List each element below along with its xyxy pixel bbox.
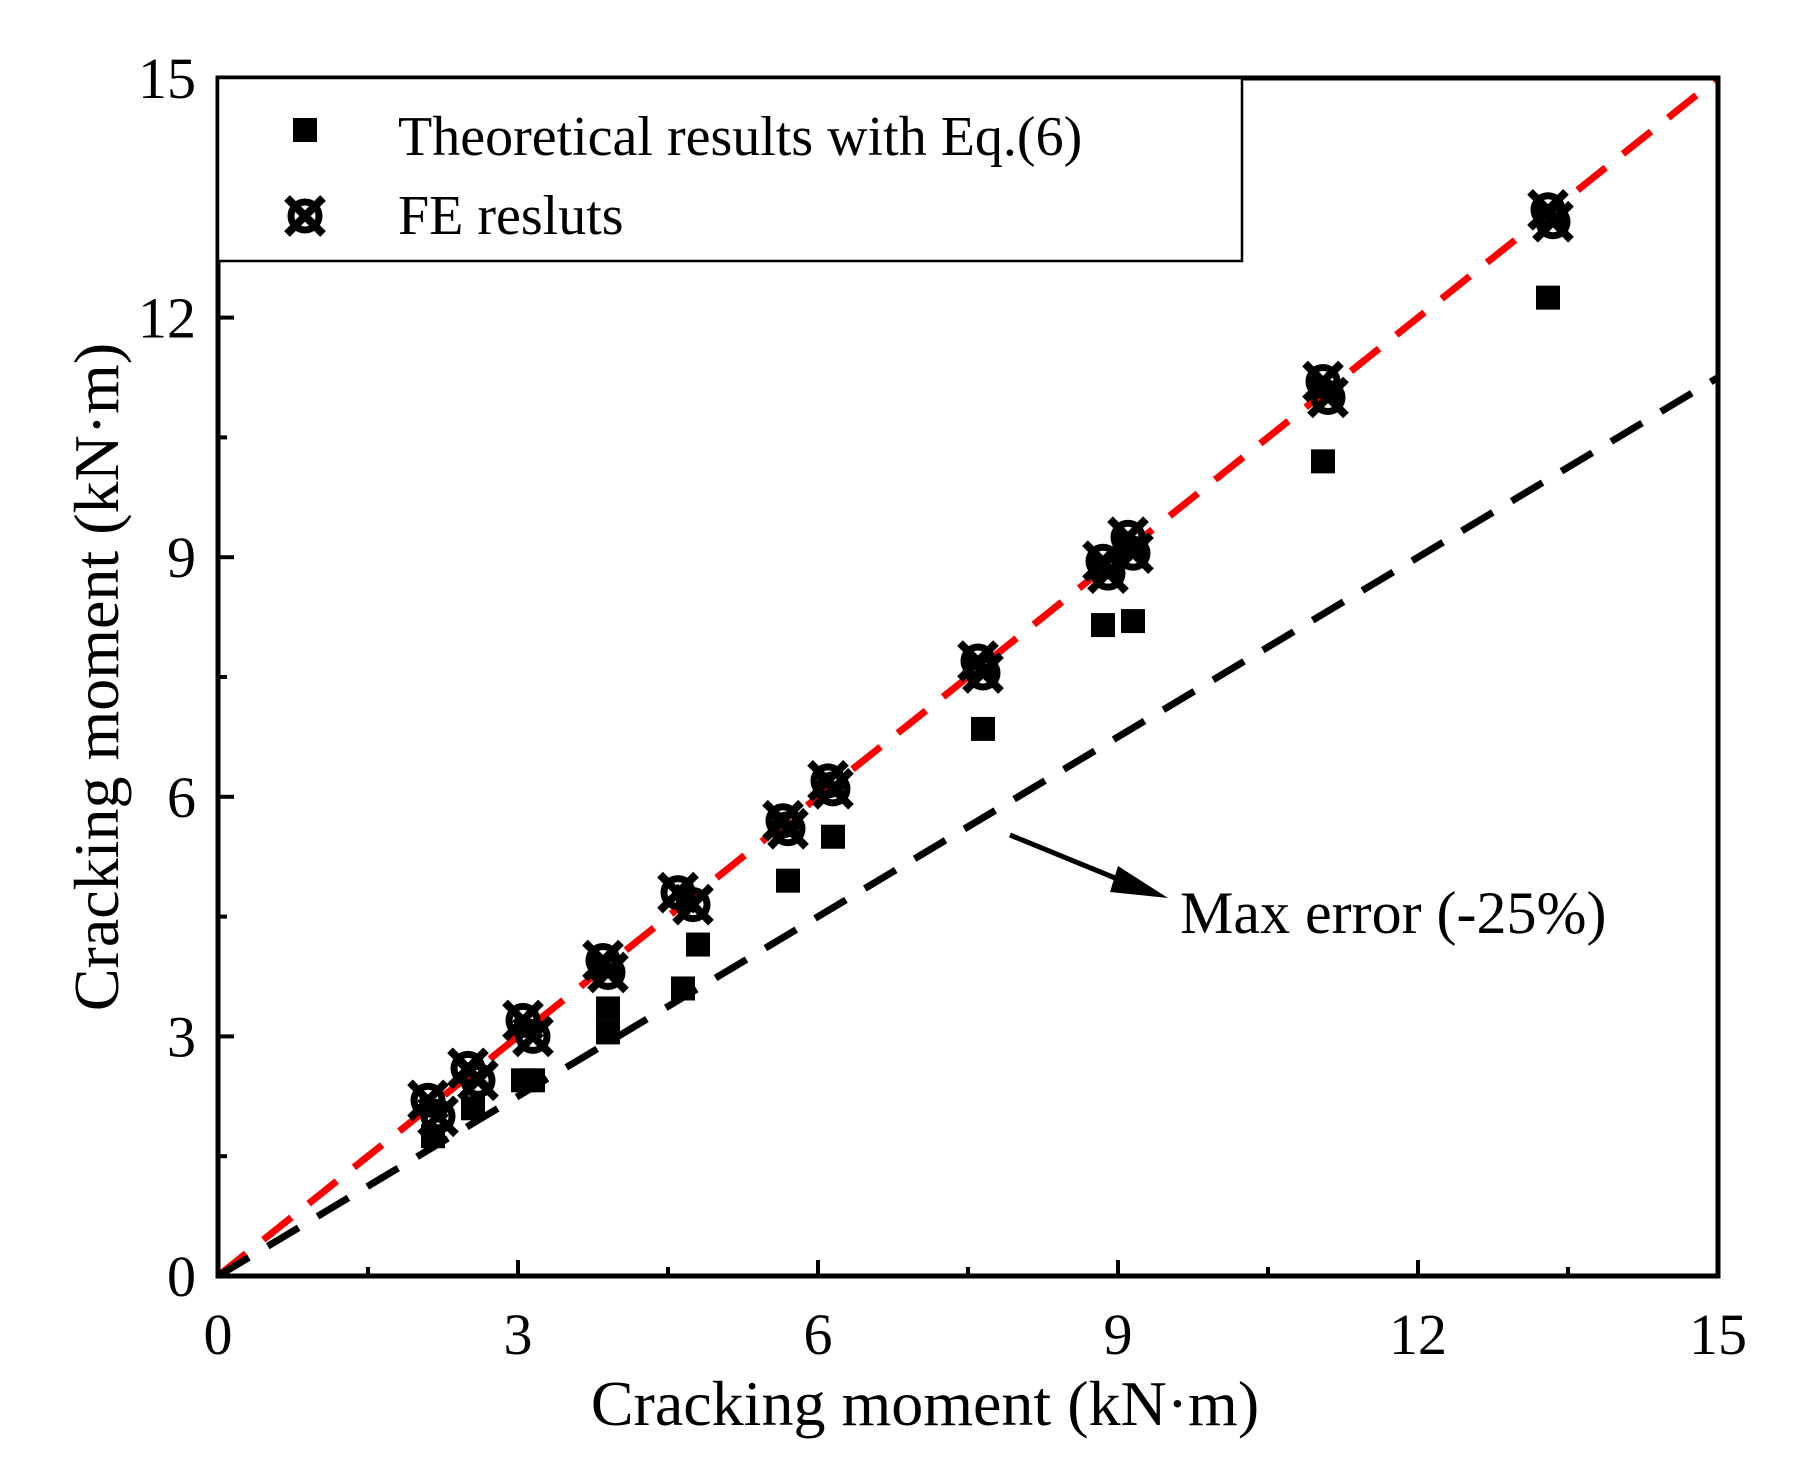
fe-marker-stroke	[457, 1059, 499, 1102]
legend-fe-symbol	[284, 195, 326, 237]
fe-point	[1112, 532, 1154, 575]
fe-marker-ring	[460, 1062, 496, 1098]
fe-point	[587, 951, 629, 994]
theoretical-point	[1121, 609, 1145, 634]
legend-box	[216, 76, 1244, 263]
fe-marker-stroke	[1112, 532, 1154, 575]
theoretical-point	[686, 932, 710, 957]
fe-point	[512, 1015, 554, 1058]
fe-marker-stroke	[767, 807, 809, 850]
annotation-arrow-head	[1110, 866, 1168, 898]
theoretical-point	[521, 1068, 545, 1093]
theoretical-point	[671, 976, 695, 1001]
x-tick-label: 15	[1689, 1302, 1747, 1367]
reference-line-minus-25	[216, 374, 1720, 1280]
y-tick-label: 15	[138, 46, 196, 111]
theoretical-point	[1536, 285, 1560, 310]
theoretical-point	[596, 996, 620, 1021]
y-tick-label: 6	[167, 765, 196, 830]
theoretical-point	[821, 824, 845, 849]
annotation: Max error (-25%)	[1009, 832, 1606, 946]
fe-point	[417, 1095, 459, 1138]
axis-tick-labels: 0 3 6 9 12 15 0 3 6 9 12 15	[138, 46, 1747, 1367]
theoretical-point	[596, 1020, 620, 1045]
legend-label-fe: FE resluts	[398, 185, 624, 247]
x-tick-label: 0	[204, 1302, 233, 1367]
annotation-text: Max error (-25%)	[1180, 880, 1606, 946]
fe-marker-ring	[420, 1098, 456, 1134]
fe-marker-stroke	[512, 1015, 554, 1058]
fe-marker-stroke	[417, 1095, 459, 1138]
legend-marker-fe	[284, 195, 326, 237]
y-tick-label: 3	[167, 1004, 196, 1069]
fe-point	[672, 883, 714, 926]
x-tick-label: 12	[1389, 1302, 1447, 1367]
x-axis-label: Cracking moment (kN·m)	[591, 1368, 1259, 1439]
fe-marker-stroke	[962, 652, 1004, 694]
fe-marker-ring	[1090, 555, 1126, 591]
theoretical-point	[1091, 613, 1115, 638]
fe-marker-ring	[287, 198, 323, 234]
annotation-arrow-line	[1009, 832, 1121, 883]
fe-point	[1532, 200, 1574, 243]
legend-marker-theoretical	[293, 118, 317, 142]
fe-marker-ring	[770, 811, 806, 847]
y-tick-label: 0	[167, 1244, 196, 1309]
fe-marker-ring	[590, 955, 626, 991]
fe-point	[457, 1059, 499, 1102]
scatter-series	[407, 188, 1574, 1149]
fe-point	[1307, 376, 1349, 419]
x-tick-label: 9	[1104, 1302, 1133, 1367]
y-tick-label: 9	[167, 525, 196, 590]
y-tick-label: 12	[138, 286, 196, 351]
y-axis-label: Cracking moment (kN·m)	[61, 343, 132, 1011]
theoretical-point	[971, 716, 995, 741]
fe-marker-ring	[1310, 379, 1346, 415]
fe-marker-ring	[965, 655, 1001, 691]
legend-label-theoretical: Theoretical results with Eq.(6)	[398, 106, 1082, 168]
fe-point	[767, 807, 809, 850]
fe-marker-ring	[1535, 204, 1571, 240]
theoretical-point	[776, 868, 800, 893]
fe-marker-stroke	[587, 951, 629, 994]
fe-marker-ring	[675, 887, 711, 923]
fe-marker-stroke	[812, 767, 854, 810]
fe-marker-stroke	[1307, 376, 1349, 419]
fe-marker-ring	[815, 771, 851, 807]
fe-marker-stroke	[407, 1079, 449, 1122]
fe-marker-stroke	[672, 883, 714, 926]
fe-point	[962, 652, 1004, 694]
fe-marker-stroke	[1532, 200, 1574, 243]
legend: Theoretical results with Eq.(6) FE reslu…	[216, 76, 1244, 263]
theoretical-point	[1311, 449, 1335, 474]
fe-marker-stroke	[502, 999, 544, 1042]
x-tick-label: 6	[804, 1302, 833, 1367]
fe-marker-ring	[1115, 535, 1151, 571]
x-tick-label: 3	[504, 1302, 533, 1367]
fe-point	[812, 767, 854, 810]
fe-marker-stroke	[284, 195, 326, 237]
theoretical-point	[461, 1096, 485, 1121]
fe-marker-ring	[515, 1018, 551, 1054]
